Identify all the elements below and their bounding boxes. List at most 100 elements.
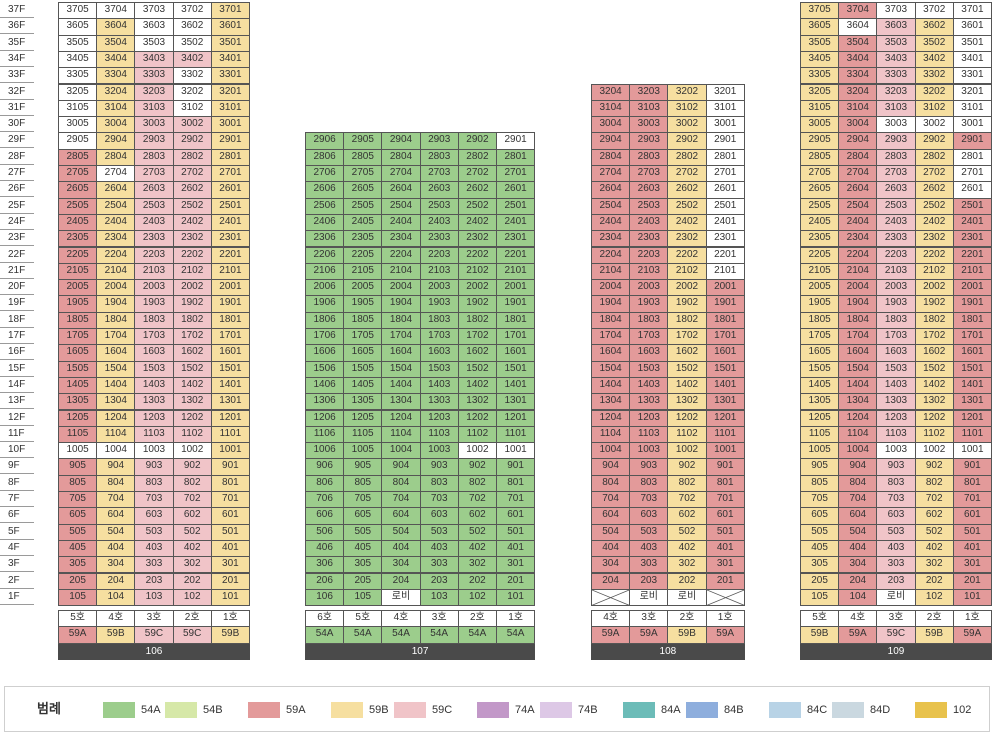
unit-cell: 2401	[496, 213, 536, 232]
unit-cell: 2104	[838, 262, 878, 281]
unit-cell: 806	[305, 474, 345, 492]
unit-cell: 501	[952, 523, 992, 541]
unit-cell: 2101	[210, 262, 250, 281]
legend-label: 84A	[661, 704, 681, 716]
unit-cell: 1603	[134, 344, 174, 362]
unit-cell-ground: 101	[496, 588, 536, 607]
unit-cell: 204	[96, 572, 136, 590]
unit-cell: 503	[629, 523, 669, 541]
unit-cell: 701	[705, 491, 745, 509]
floor-label: 1F	[0, 589, 34, 605]
unit-cell: 301	[705, 556, 745, 574]
line-number: 3호	[876, 610, 916, 628]
unit-cell: 3705	[58, 2, 98, 20]
unit-cell: 3501	[952, 34, 992, 52]
unit-cell: 1704	[381, 328, 421, 346]
unit-cell: 2503	[419, 197, 459, 215]
unit-cell: 804	[96, 474, 136, 492]
unit-cell: 702	[172, 491, 212, 509]
unit-cell: 201	[496, 572, 536, 590]
unit-cell: 1203	[876, 409, 916, 427]
unit-cell: 901	[210, 458, 250, 476]
unit-cell: 2802	[914, 148, 954, 166]
unit-cell: 801	[210, 474, 250, 492]
unit-cell: 1502	[667, 360, 707, 378]
unit-cell: 601	[952, 507, 992, 525]
unit-cell: 1806	[305, 311, 345, 329]
unit-cell: 603	[134, 507, 174, 525]
unit-cell: 701	[952, 491, 992, 509]
unit-cell: 1801	[705, 311, 745, 329]
unit-cell: 2702	[457, 165, 497, 183]
unit-cell: 3602	[914, 18, 954, 36]
unit-cell: 403	[134, 539, 174, 558]
unit-cell: 3004	[96, 116, 136, 134]
floor-label: 12F	[0, 410, 34, 426]
floor-label: 8F	[0, 475, 34, 491]
legend-label: 54A	[141, 704, 161, 716]
unit-cell: 1303	[629, 393, 669, 411]
unit-cell: 2305	[58, 230, 98, 248]
unit-cell: 2402	[457, 213, 497, 232]
unit-cell: 2201	[952, 246, 992, 264]
unit-type: 59A	[58, 626, 98, 644]
unit-cell: 1504	[838, 360, 878, 378]
unit-cell: 1601	[705, 344, 745, 362]
unit-cell: 1503	[419, 360, 459, 378]
unit-cell: 2604	[96, 181, 136, 199]
unit-cell: 1803	[134, 311, 174, 329]
unit-cell: 2501	[952, 197, 992, 215]
unit-cell: 2604	[838, 181, 878, 199]
unit-cell: 905	[58, 458, 98, 476]
line-number: 2호	[172, 610, 212, 628]
unit-cell: 2904	[838, 132, 878, 150]
line-number: 5호	[800, 610, 840, 628]
unit-cell: 903	[629, 458, 669, 476]
unit-cell: 3203	[134, 83, 174, 101]
unit-cell: 2706	[305, 165, 345, 183]
unit-cell: 703	[876, 491, 916, 509]
unit-cell: 403	[876, 539, 916, 558]
unit-cell: 3101	[210, 99, 250, 118]
unit-cell: 2004	[838, 279, 878, 297]
unit-cell: 1802	[172, 311, 212, 329]
floor-label: 37F	[0, 2, 34, 18]
unit-cell-ground: 102	[172, 588, 212, 607]
floor-label: 14F	[0, 377, 34, 393]
unit-cell: 2102	[914, 262, 954, 281]
unit-cell: 1703	[629, 328, 669, 346]
unit-cell: 1204	[838, 409, 878, 427]
unit-cell: 2701	[705, 165, 745, 183]
legend-swatch	[394, 702, 426, 718]
unit-cell-ground: 105	[58, 588, 98, 607]
unit-cell: 3102	[914, 99, 954, 118]
unit-cell: 2704	[591, 165, 631, 183]
unit-cell: 1804	[96, 311, 136, 329]
unit-cell: 2106	[305, 262, 345, 281]
unit-cell: 2801	[496, 148, 536, 166]
unit-cell: 1802	[667, 311, 707, 329]
unit-cell: 3703	[134, 2, 174, 20]
unit-cell: 1906	[305, 295, 345, 313]
unit-cell: 1502	[457, 360, 497, 378]
unit-cell: 1804	[591, 311, 631, 329]
unit-type: 59C	[172, 626, 212, 644]
unit-cell: 503	[419, 523, 459, 541]
unit-cell: 704	[381, 491, 421, 509]
unit-cell: 302	[667, 556, 707, 574]
unit-cell: 2803	[419, 148, 459, 166]
unit-cell: 2404	[381, 213, 421, 232]
unit-cell: 2601	[496, 181, 536, 199]
unit-cell: 306	[305, 556, 345, 574]
unit-cell: 1103	[876, 425, 916, 444]
unit-cell: 1005	[58, 442, 98, 460]
unit-cell: 1205	[343, 409, 383, 427]
unit-cell: 2203	[876, 246, 916, 264]
unit-cell: 1004	[591, 442, 631, 460]
legend-label: 59A	[286, 704, 306, 716]
unit-type: 59B	[96, 626, 136, 644]
unit-cell: 1001	[496, 442, 536, 460]
unit-cell: 1202	[172, 409, 212, 427]
unit-cell: 1201	[210, 409, 250, 427]
unit-cell: 1705	[58, 328, 98, 346]
